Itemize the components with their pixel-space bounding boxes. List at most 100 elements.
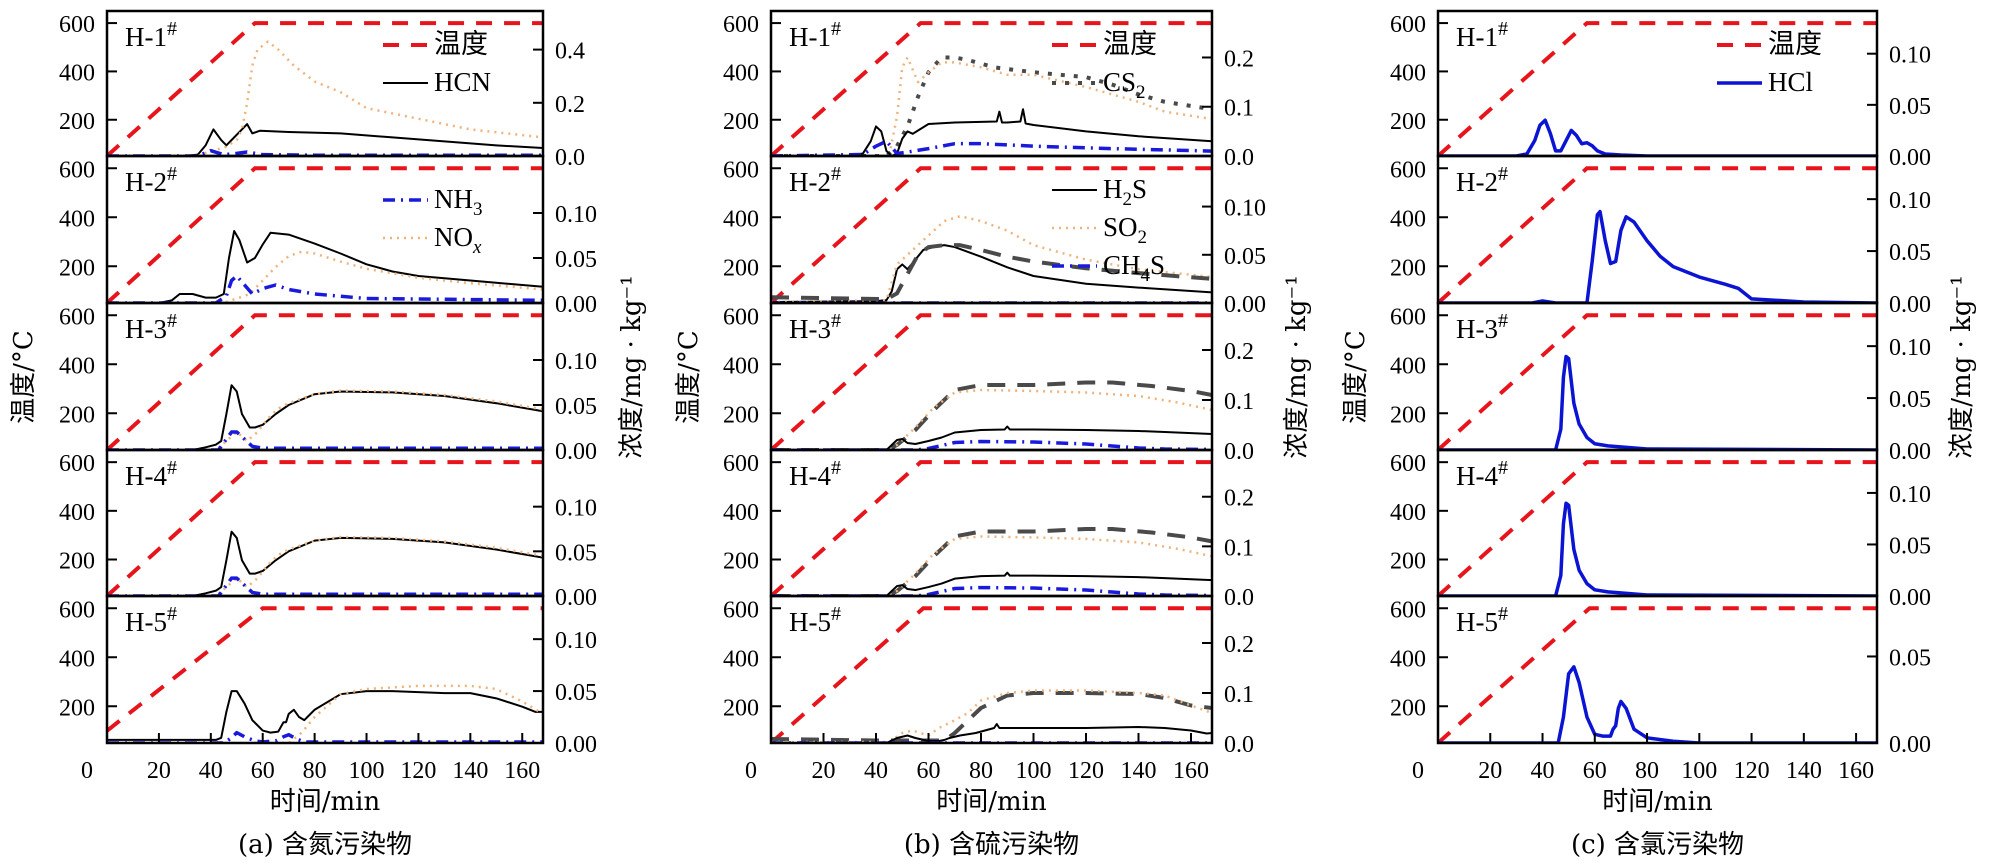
x-tick-label: 120 (400, 758, 436, 784)
x-tick-label: 60 (1583, 758, 1607, 784)
x-tick-label: 100 (1681, 758, 1717, 784)
temperature-line (107, 166, 543, 303)
legend-label: HCl (1768, 67, 1813, 97)
y-right-tick-label: 0.00 (555, 732, 597, 758)
x-tick-label: 0 (745, 758, 757, 784)
series-nox (107, 250, 543, 303)
x-tick-label: 40 (864, 758, 888, 784)
series-hcl (1438, 665, 1877, 743)
series-h2s (771, 108, 1212, 156)
x-axis-title: 时间/min (1602, 787, 1713, 817)
subplot-h-5: 200 400 600 0.00 0.05 0.10 H-5# 0 20 40 60 80 100 120… (59, 594, 597, 784)
subplot-label: H-3# (789, 310, 841, 344)
y-left-tick-label: 400 (1390, 60, 1426, 86)
x-tick-label: 160 (1173, 758, 1209, 784)
y-right-tick-label: 0.00 (555, 439, 597, 465)
y-left-tick-label: 400 (59, 646, 95, 672)
y-right-tick-label: 0.05 (1889, 387, 1931, 413)
y-left-tick-label: 600 (723, 157, 759, 183)
series-nh3 (107, 576, 543, 596)
y-left-tick-label: 600 (723, 597, 759, 623)
legend-label: CH4S (1103, 250, 1165, 286)
x-axis-title: 时间/min (936, 787, 1047, 817)
subplot-frame (769, 594, 1214, 745)
y-right-tick-label: 0.2 (1224, 486, 1254, 512)
plot-area (107, 460, 543, 596)
temperature-line (107, 606, 543, 733)
series-ch4s (771, 585, 1212, 596)
x-tick-label: 100 (349, 758, 385, 784)
y-left-tick-label: 600 (723, 304, 759, 330)
plot-area (1438, 21, 1877, 156)
y-right-tick-label: 0.05 (1889, 240, 1931, 266)
x-tick-label: 80 (303, 758, 327, 784)
subplot-h-2: 200 400 600 0.00 0.05 0.10 H-2# (1390, 154, 1931, 318)
subplot-h-1: 200 400 600 0.0 0.1 0.2 H-1# (723, 9, 1254, 171)
y-right-tick-label: 0.00 (1889, 145, 1931, 171)
temperature-line (771, 166, 1212, 303)
y-left-tick-label: 200 (723, 549, 759, 575)
subplot-h-1: 200 400 600 0.0 0.2 0.4 H-1# (59, 9, 585, 171)
x-axis-title: 时间/min (270, 787, 381, 817)
subplot-label: H-3# (125, 310, 177, 344)
series-so2 (771, 214, 1212, 303)
plot-area (1438, 606, 1877, 743)
y-left-tick-label: 200 (59, 255, 95, 281)
legend-label: CS2 (1103, 67, 1146, 103)
y-right-tick-label: 0.1 (1224, 96, 1254, 122)
legend-label: HCN (434, 67, 491, 97)
y-right-tick-label: 0.1 (1224, 389, 1254, 415)
y-left-tick-label: 400 (1390, 646, 1426, 672)
y-left-tick-label: 600 (59, 597, 95, 623)
series-so2 (771, 689, 1212, 743)
y-axis-left-title: 温度/°C (9, 330, 39, 424)
plot-area (771, 460, 1212, 596)
y-left-tick-label: 200 (723, 255, 759, 281)
subplot-label: H-1# (125, 18, 177, 52)
y-axis-left-title: 温度/°C (1341, 330, 1371, 424)
y-left-tick-label: 200 (1390, 255, 1426, 281)
subplot-h-5: 200 400 600 0.0 0.1 0.2 H-5# 0 20 40 60 80 100 120 140… (723, 594, 1254, 784)
subplot-label: H-2# (1456, 163, 1508, 197)
legend-label: NOx (434, 222, 482, 258)
y-left-tick-label: 400 (59, 353, 95, 379)
y-left-tick-label: 400 (59, 60, 95, 86)
y-right-tick-label: 0.00 (555, 292, 597, 318)
x-tick-label: 40 (199, 758, 223, 784)
y-right-tick-label: 0.10 (1224, 196, 1266, 222)
y-left-tick-label: 200 (1390, 109, 1426, 135)
series-nh3 (107, 730, 543, 743)
y-right-tick-label: 0.10 (555, 202, 597, 228)
series-h2s (771, 571, 1212, 596)
panel-caption: (b) 含硫污染物 (904, 830, 1079, 860)
subplot-label: H-2# (789, 163, 841, 197)
y-left-tick-label: 400 (723, 500, 759, 526)
y-right-tick-label: 0.0 (1224, 732, 1254, 758)
y-right-tick-label: 0.1 (1224, 535, 1254, 561)
temperature-line (771, 21, 1212, 156)
plot-area (107, 166, 543, 303)
temperature-line (771, 313, 1212, 450)
y-left-tick-label: 200 (59, 402, 95, 428)
x-tick-label: 0 (1412, 758, 1424, 784)
y-axis-right-title: 浓度/mg · kg⁻¹ (1947, 275, 1977, 458)
y-right-tick-label: 0.00 (555, 585, 597, 611)
temperature-line (1438, 460, 1877, 596)
panel-c: 2004006000.000.050.10H-1#2004006000.000.… (1341, 9, 1977, 860)
y-right-tick-label: 0.05 (555, 247, 597, 273)
y-left-tick-label: 400 (1390, 206, 1426, 232)
y-left-tick-label: 200 (723, 402, 759, 428)
series-ch4s (771, 139, 1212, 156)
x-tick-label: 140 (1786, 758, 1822, 784)
legend-label: H2S (1103, 174, 1147, 210)
y-left-tick-label: 600 (59, 304, 95, 330)
series-hcn (107, 123, 543, 156)
series-hcl (1438, 501, 1877, 596)
subplot-label: H-4# (789, 457, 841, 491)
y-right-tick-label: 0.10 (555, 349, 597, 375)
y-left-tick-label: 600 (59, 157, 95, 183)
y-left-tick-label: 200 (1390, 695, 1426, 721)
y-right-tick-label: 0.00 (1889, 439, 1931, 465)
